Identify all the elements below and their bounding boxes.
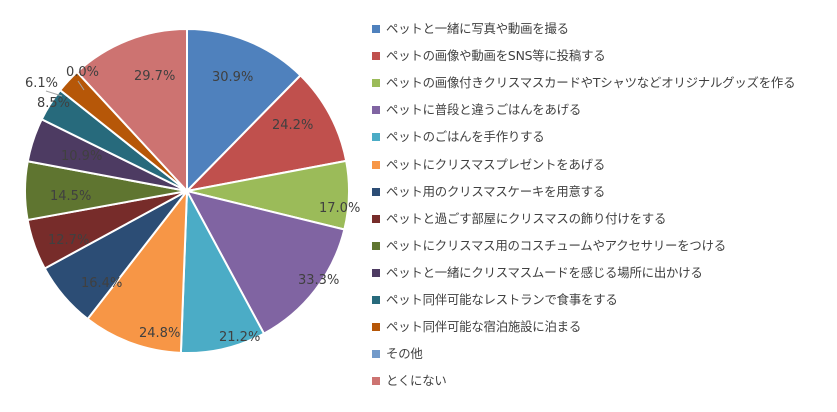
legend-item: ペット同伴可能なレストランで食事をする: [372, 291, 618, 309]
legend-item: その他: [372, 345, 423, 363]
legend-label: ペットのごはんを手作りする: [386, 129, 545, 145]
legend-swatch: [372, 25, 380, 33]
slice-value-label-11: 6.1%: [25, 76, 58, 91]
pie-slice-13: [75, 27, 188, 194]
legend-label: ペットと一緒にクリスマスムードを感じる場所に出かける: [386, 264, 703, 280]
legend-label: ペットの画像や動画をSNS等に投稿する: [386, 48, 606, 64]
legend-label: その他: [386, 346, 423, 362]
legend-swatch: [372, 350, 380, 359]
legend-item: とくにない: [372, 372, 447, 390]
legend-item: ペットと一緒にクリスマスムードを感じる場所に出かける: [372, 264, 703, 282]
slice-value-label-10: 8.5%: [37, 96, 70, 111]
legend-label: ペットと過ごす部屋にクリスマスの飾り付けをする: [386, 210, 667, 226]
legend-item: ペットにクリスマスプレゼントをあげる: [372, 156, 605, 174]
legend-label: ペットに普段と違うごはんをあげる: [386, 102, 582, 118]
legend-item: ペットのごはんを手作りする: [372, 128, 545, 146]
legend-item: ペットの画像付きクリスマスカードやTシャツなどオリジナルグッズを作る: [372, 74, 795, 92]
legend-item: ペット用のクリスマスケーキを用意する: [372, 183, 605, 201]
pie-slice-1: [184, 73, 348, 193]
legend-label: ペット用のクリスマスケーキを用意する: [386, 183, 606, 199]
legend-label: ペットにクリスマスプレゼントをあげる: [386, 156, 606, 172]
pie-slice-0: [186, 27, 302, 194]
slice-value-label-1: 24.2%: [272, 118, 313, 133]
legend-swatch: [372, 268, 380, 277]
legend-swatch: [372, 296, 380, 304]
legend-swatch: [372, 133, 380, 142]
legend-label: ペットの画像付きクリスマスカードやTシャツなどオリジナルグッズを作る: [386, 75, 796, 91]
legend-item: ペットにクリスマス用のコスチュームやアクセサリーをつける: [372, 237, 726, 255]
legend-swatch: [372, 79, 380, 88]
slice-value-label-6: 16.4%: [81, 276, 122, 291]
pie-slice-3: [185, 189, 346, 335]
legend-swatch: [372, 187, 380, 196]
slice-value-label-9: 10.9%: [61, 149, 102, 164]
legend-item: ペットの画像や動画をSNS等に投稿する: [372, 47, 606, 65]
slice-value-label-5: 24.8%: [139, 326, 180, 341]
pie-slice-5: [86, 187, 189, 354]
legend-item: ペットと一緒に写真や動画を撮る: [372, 20, 569, 38]
legend-label: とくにない: [386, 373, 447, 389]
pie-slice-4: [179, 187, 266, 354]
legend-swatch: [372, 106, 380, 115]
chart-legend: ペットと一緒に写真や動画を撮るペットの画像や動画をSNS等に投稿するペットの画像…: [372, 20, 832, 410]
legend-swatch: [372, 52, 380, 61]
legend-item: ペット同伴可能な宿泊施設に泊まる: [372, 318, 581, 336]
legend-swatch: [372, 377, 380, 386]
legend-item: ペットに普段と違うごはんをあげる: [372, 101, 581, 119]
legend-swatch: [372, 241, 380, 250]
leader-line-1: [77, 80, 85, 91]
legend-label: ペットと一緒に写真や動画を撮る: [386, 21, 569, 36]
legend-swatch: [372, 160, 380, 169]
slice-value-label-13: 29.7%: [134, 69, 175, 84]
slice-value-label-12: 0.0%: [66, 65, 99, 80]
slice-value-label-8: 14.5%: [50, 189, 91, 204]
legend-label: ペット同伴可能なレストランで食事をする: [386, 292, 618, 307]
slice-value-label-0: 30.9%: [212, 70, 253, 85]
legend-label: ペット同伴可能な宿泊施設に泊まる: [386, 319, 582, 335]
slice-value-label-4: 21.2%: [219, 330, 260, 345]
leader-line-0: [45, 90, 63, 97]
legend-swatch: [372, 214, 380, 223]
legend-swatch: [372, 323, 380, 332]
slice-value-label-7: 12.7%: [48, 233, 89, 248]
legend-label: ペットにクリスマス用のコスチュームやアクセサリーをつける: [386, 237, 726, 253]
slice-value-label-2: 17.0%: [319, 201, 360, 216]
slice-value-label-3: 33.3%: [298, 273, 339, 288]
pie-plot-area: 30.9% 24.2% 17.0% 33.3% 21.2% 24.8% 16.4% 12.7%…: [23, 27, 360, 354]
legend-item: ペットと過ごす部屋にクリスマスの飾り付けをする: [372, 210, 666, 228]
